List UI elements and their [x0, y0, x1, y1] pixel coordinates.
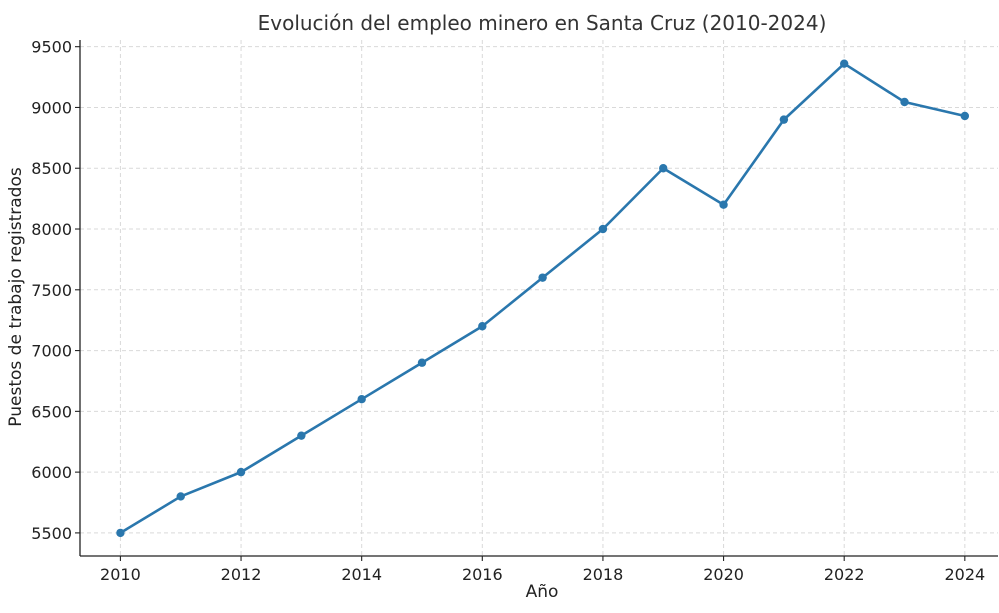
data-point-2011 [176, 492, 185, 501]
series-line-0 [119, 62, 967, 535]
tick-label-layer: 2010 2012 2014 2016 2018 2020 2022 2024 5500 6000… [31, 38, 985, 584]
data-point-2019 [659, 164, 668, 173]
x-tick-label-2012: 2012 [221, 565, 262, 584]
y-tick-label-5500: 5500 [31, 524, 72, 543]
axes-layer [75, 40, 998, 561]
data-point-2017 [538, 273, 547, 282]
x-tick-label-2024: 2024 [944, 565, 985, 584]
y-tick-label-8000: 8000 [31, 220, 72, 239]
line-layer [119, 62, 967, 535]
data-point-2016 [478, 322, 487, 331]
chart-title: Evolución del empleo minero en Santa Cru… [258, 11, 827, 35]
data-point-2023 [900, 97, 909, 107]
x-tick-label-2016: 2016 [462, 565, 503, 584]
data-point-2022 [839, 59, 849, 68]
data-point-2024 [960, 111, 970, 121]
x-tick-label-2020: 2020 [703, 565, 744, 584]
data-point-2020 [719, 200, 728, 209]
data-point-2015 [417, 358, 427, 367]
x-tick-label-2022: 2022 [824, 565, 865, 584]
y-tick-label-8500: 8500 [31, 159, 72, 178]
x-tick-label-2010: 2010 [100, 565, 141, 584]
y-tick-label-9500: 9500 [31, 38, 72, 57]
y-tick-label-9000: 9000 [31, 98, 72, 117]
y-tick-label-7000: 7000 [31, 342, 72, 361]
data-point-2021 [779, 115, 789, 124]
y-axis-label: Puestos de trabajo registrados [6, 167, 26, 427]
x-tick-label-2018: 2018 [583, 565, 624, 584]
y-tick-label-6500: 6500 [31, 402, 72, 421]
data-point-2012 [236, 467, 246, 477]
marker-layer [116, 59, 970, 538]
y-tick-label-6000: 6000 [31, 463, 72, 482]
x-axis-label: Año [526, 582, 559, 602]
data-point-2013 [297, 431, 306, 440]
data-point-2018 [598, 224, 608, 234]
data-point-2014 [357, 394, 366, 404]
y-tick-label-7500: 7500 [31, 281, 72, 300]
data-point-2010 [116, 528, 125, 538]
x-tick-label-2014: 2014 [341, 565, 382, 584]
grid-layer [80, 40, 998, 556]
